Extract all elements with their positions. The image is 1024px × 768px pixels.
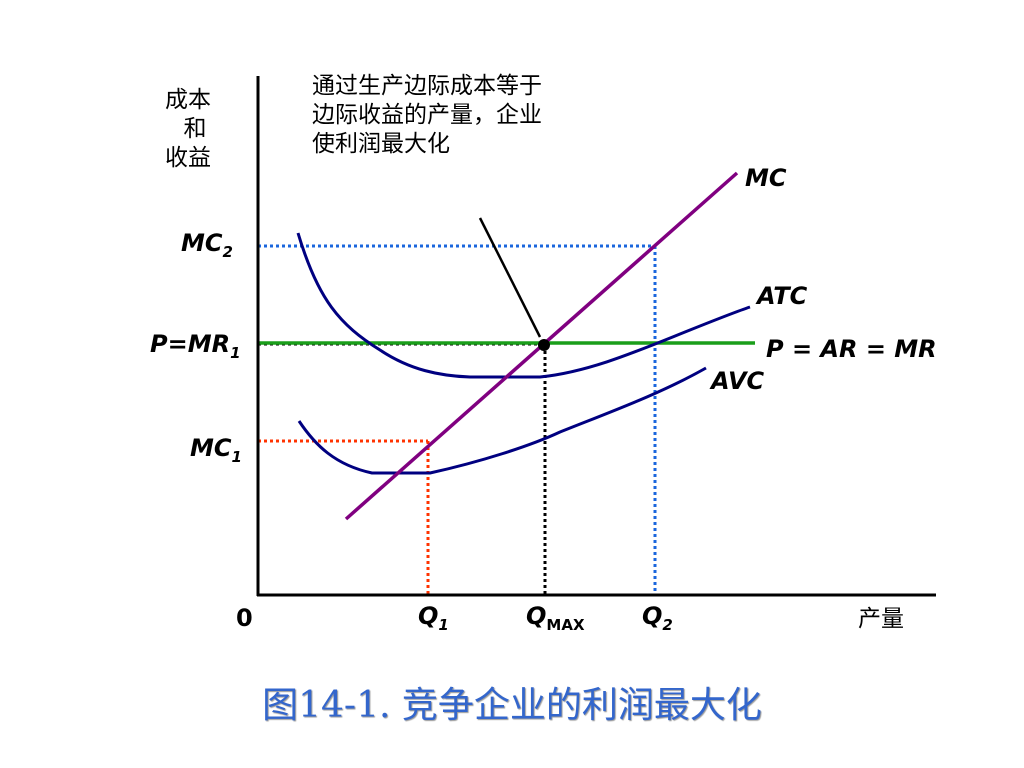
p-mr1-tick-label: P=MR1 bbox=[150, 330, 241, 362]
y-axis-label-line-1: 成本 bbox=[165, 87, 211, 113]
q2-tick-main: Q bbox=[642, 602, 663, 630]
p-mr1-tick-main: P=MR bbox=[150, 330, 231, 358]
atc-curve bbox=[296, 232, 751, 379]
mc2-tick-label: MC2 bbox=[181, 229, 233, 261]
q1-tick-label: Q1 bbox=[418, 602, 449, 634]
mc2-tick-sub: 2 bbox=[222, 243, 233, 261]
avc-curve bbox=[297, 366, 707, 475]
qmax-tick-main: Q bbox=[526, 602, 547, 630]
q2-tick-label: Q2 bbox=[642, 602, 673, 634]
mc1-tick-main: MC bbox=[190, 434, 232, 462]
y-axis-label-line-2: 和 bbox=[183, 116, 207, 142]
y-axis-label-line-3: 收益 bbox=[165, 145, 211, 171]
mc2-tick-main: MC bbox=[181, 229, 223, 257]
q1-tick-sub: 1 bbox=[438, 616, 449, 634]
annotation-line-3: 使利润最大化 bbox=[312, 131, 450, 157]
p-mr1-tick-sub: 1 bbox=[230, 344, 241, 362]
mc1-tick-label: MC1 bbox=[190, 434, 242, 466]
x-axis-label: 产量 bbox=[858, 606, 904, 632]
mc1-tick-sub: 1 bbox=[231, 448, 242, 466]
annotation-line-1: 通过生产边际成本等于 bbox=[312, 73, 542, 99]
qmax-tick-label: QMAX bbox=[526, 602, 585, 634]
profit-max-point bbox=[538, 339, 550, 351]
origin-label: 0 bbox=[236, 604, 253, 632]
q2-tick-sub: 2 bbox=[662, 616, 673, 634]
avc-curve-label: AVC bbox=[711, 367, 765, 395]
annotation-pointer bbox=[478, 217, 542, 338]
qmax-tick-sub: MAX bbox=[546, 616, 585, 634]
annotation-line-2: 边际收益的产量，企业 bbox=[312, 102, 542, 128]
q1-tick-main: Q bbox=[418, 602, 439, 630]
atc-curve-label: ATC bbox=[757, 282, 808, 310]
annotation-text: 通过生产边际成本等于 边际收益的产量，企业 使利润最大化 bbox=[312, 72, 542, 159]
figure-caption: 图14-1. 竞争企业的利润最大化 bbox=[262, 685, 762, 726]
price-line-label: P = AR = MR bbox=[766, 335, 937, 363]
mc-curve-label: MC bbox=[745, 164, 787, 192]
y-axis-label: 成本 和 收益 bbox=[158, 86, 218, 173]
